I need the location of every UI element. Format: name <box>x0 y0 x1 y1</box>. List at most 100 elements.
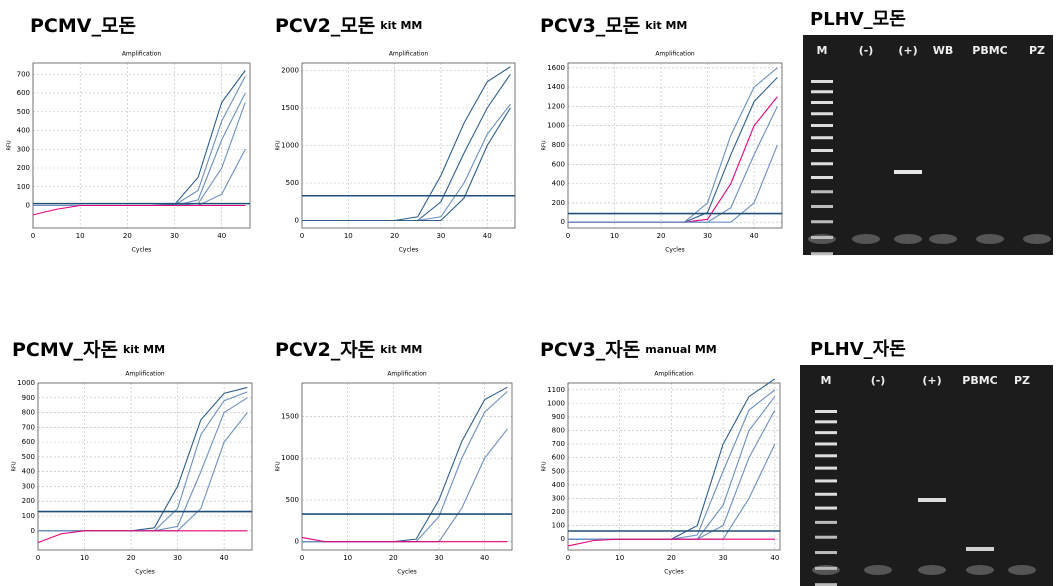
x-tick-label: 0 <box>300 554 304 562</box>
amplification-curve <box>32 204 246 216</box>
y-tick-label: 600 <box>17 89 30 97</box>
y-tick-label: 1000 <box>281 142 299 150</box>
x-tick-label: 30 <box>434 554 443 562</box>
ladder-band <box>811 176 833 179</box>
y-tick-label: 800 <box>552 141 565 149</box>
lane-label: M <box>817 44 828 57</box>
x-axis-label: Cycles <box>132 247 152 254</box>
dna-band <box>966 547 994 551</box>
y-tick-label: 1000 <box>547 399 565 407</box>
primer-dimer <box>894 234 922 244</box>
ladder-band <box>815 420 837 424</box>
ladder-band <box>815 535 837 539</box>
amplification-curve <box>33 148 246 207</box>
ladder-band <box>811 149 833 152</box>
ladder-band <box>815 410 837 413</box>
panel-title: PCV2_모돈 kit MM <box>275 15 422 37</box>
gel-title: PLHV_모돈 <box>810 9 906 30</box>
gel-image <box>803 35 1053 255</box>
x-tick-label: 40 <box>770 554 779 562</box>
ladder-band <box>815 479 837 483</box>
ladder-band <box>811 236 833 239</box>
panel-title: PCV3_모돈 kit MM <box>540 15 687 37</box>
lane-label: PBMC <box>972 44 1007 57</box>
amplification-curve <box>38 386 248 532</box>
panel-title-main: PCMV_모돈 <box>30 15 136 37</box>
x-tick-label: 40 <box>483 232 492 240</box>
plot-title: Amplification <box>655 51 695 58</box>
y-tick-label: 700 <box>552 440 565 448</box>
y-axis-label: RFU <box>12 461 18 471</box>
y-tick-label: 0 <box>26 202 30 210</box>
plot-frame <box>301 62 516 229</box>
x-tick-label: 10 <box>344 232 353 240</box>
x-tick-label: 20 <box>667 554 676 562</box>
y-tick-label: 500 <box>552 467 565 475</box>
x-tick-label: 30 <box>703 232 712 240</box>
y-tick-label: 400 <box>17 127 30 135</box>
x-axis-label: Cycles <box>135 569 155 576</box>
y-tick-label: 100 <box>22 512 35 520</box>
y-tick-label: 700 <box>22 423 35 431</box>
y-tick-label: 900 <box>552 413 565 421</box>
ladder-band <box>811 220 833 224</box>
ladder-band <box>811 101 833 104</box>
plot-title: Amplification <box>387 371 427 378</box>
gel-image <box>800 365 1053 586</box>
ladder-band <box>811 80 833 83</box>
y-tick-label: 1000 <box>547 122 565 130</box>
y-axis-label: RFU <box>7 140 13 150</box>
y-tick-label: 200 <box>17 164 30 172</box>
lane-label: PBMC <box>962 374 997 387</box>
plot-frame <box>301 382 513 551</box>
amplification-curve <box>302 386 508 543</box>
dna-band <box>894 170 922 174</box>
ladder-band <box>815 431 837 435</box>
ladder-band <box>811 90 833 94</box>
y-axis-label: RFU <box>542 140 548 150</box>
ladder-band <box>811 136 833 140</box>
x-tick-label: 40 <box>220 554 229 562</box>
plot-frame <box>567 382 781 551</box>
y-tick-label: 100 <box>17 183 30 191</box>
lane-label: (+) <box>922 374 941 387</box>
panel-title: PCV2_자돈 kit MM <box>275 339 422 361</box>
primer-dimer <box>852 234 880 244</box>
amplification-curve <box>302 66 511 222</box>
ladder-band <box>815 566 837 570</box>
panel-title-main: PCV2_자돈 <box>275 339 375 361</box>
y-axis-label: RFU <box>542 461 548 471</box>
y-tick-label: 300 <box>22 482 35 490</box>
x-tick-label: 40 <box>750 232 759 240</box>
x-tick-label: 20 <box>127 554 136 562</box>
plot-frame <box>37 382 253 551</box>
x-tick-label: 20 <box>123 232 132 240</box>
x-tick-label: 30 <box>170 232 179 240</box>
y-tick-label: 1400 <box>547 83 565 91</box>
panel-title-main: PCV2_모돈 <box>275 15 375 37</box>
y-tick-label: 0 <box>295 217 299 225</box>
primer-dimer <box>929 234 957 244</box>
ladder-band <box>815 506 837 510</box>
x-tick-label: 0 <box>300 232 304 240</box>
x-tick-label: 20 <box>657 232 666 240</box>
amplification-curve <box>567 538 775 547</box>
gel-title: PLHV_자돈 <box>810 339 906 360</box>
ladder-band <box>815 520 837 524</box>
lane-label: WB <box>933 44 954 57</box>
primer-dimer <box>1008 565 1036 575</box>
plot-title: Amplification <box>654 371 694 378</box>
y-tick-label: 500 <box>22 453 35 461</box>
y-tick-label: 400 <box>22 468 35 476</box>
y-tick-label: 100 <box>552 522 565 530</box>
panel-title-main: PCV3_모돈 <box>540 15 640 37</box>
y-tick-label: 400 <box>552 481 565 489</box>
y-tick-label: 200 <box>22 497 35 505</box>
y-tick-label: 1100 <box>547 386 565 394</box>
amplification-curve <box>568 96 778 223</box>
plot-title: Amplification <box>389 51 429 58</box>
primer-dimer <box>812 565 840 575</box>
y-tick-label: 800 <box>552 427 565 435</box>
panel-title-main: PCMV_자돈 <box>12 339 118 361</box>
